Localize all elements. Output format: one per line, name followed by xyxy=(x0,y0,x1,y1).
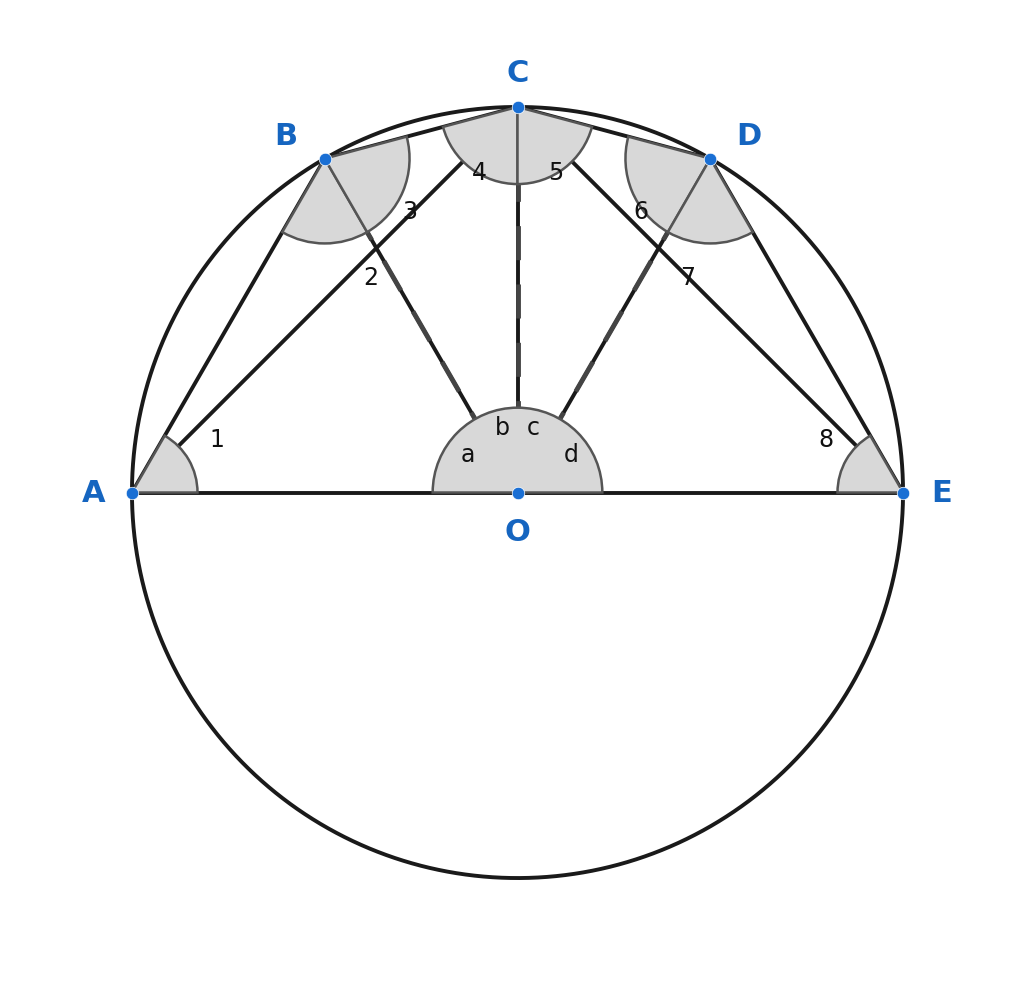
Wedge shape xyxy=(668,160,752,245)
Wedge shape xyxy=(131,436,198,493)
Text: D: D xyxy=(736,122,762,151)
Text: 2: 2 xyxy=(363,265,379,289)
Text: C: C xyxy=(506,59,529,88)
Wedge shape xyxy=(443,107,518,185)
Text: 1: 1 xyxy=(209,427,225,451)
Wedge shape xyxy=(433,408,602,493)
Text: a: a xyxy=(461,443,475,466)
Wedge shape xyxy=(325,137,410,233)
Text: O: O xyxy=(505,517,530,546)
Text: b: b xyxy=(495,415,509,440)
Text: 5: 5 xyxy=(549,162,564,185)
Wedge shape xyxy=(837,436,904,493)
Text: A: A xyxy=(82,478,106,508)
Wedge shape xyxy=(283,160,367,245)
Text: 8: 8 xyxy=(819,427,833,451)
Text: B: B xyxy=(274,122,298,151)
Text: 6: 6 xyxy=(633,200,648,224)
Text: E: E xyxy=(932,478,952,508)
Text: 3: 3 xyxy=(402,200,417,224)
Text: d: d xyxy=(564,443,579,466)
Text: 4: 4 xyxy=(472,162,486,185)
Text: 7: 7 xyxy=(680,265,694,289)
Wedge shape xyxy=(518,107,592,185)
Wedge shape xyxy=(625,137,710,233)
Text: c: c xyxy=(527,415,539,440)
